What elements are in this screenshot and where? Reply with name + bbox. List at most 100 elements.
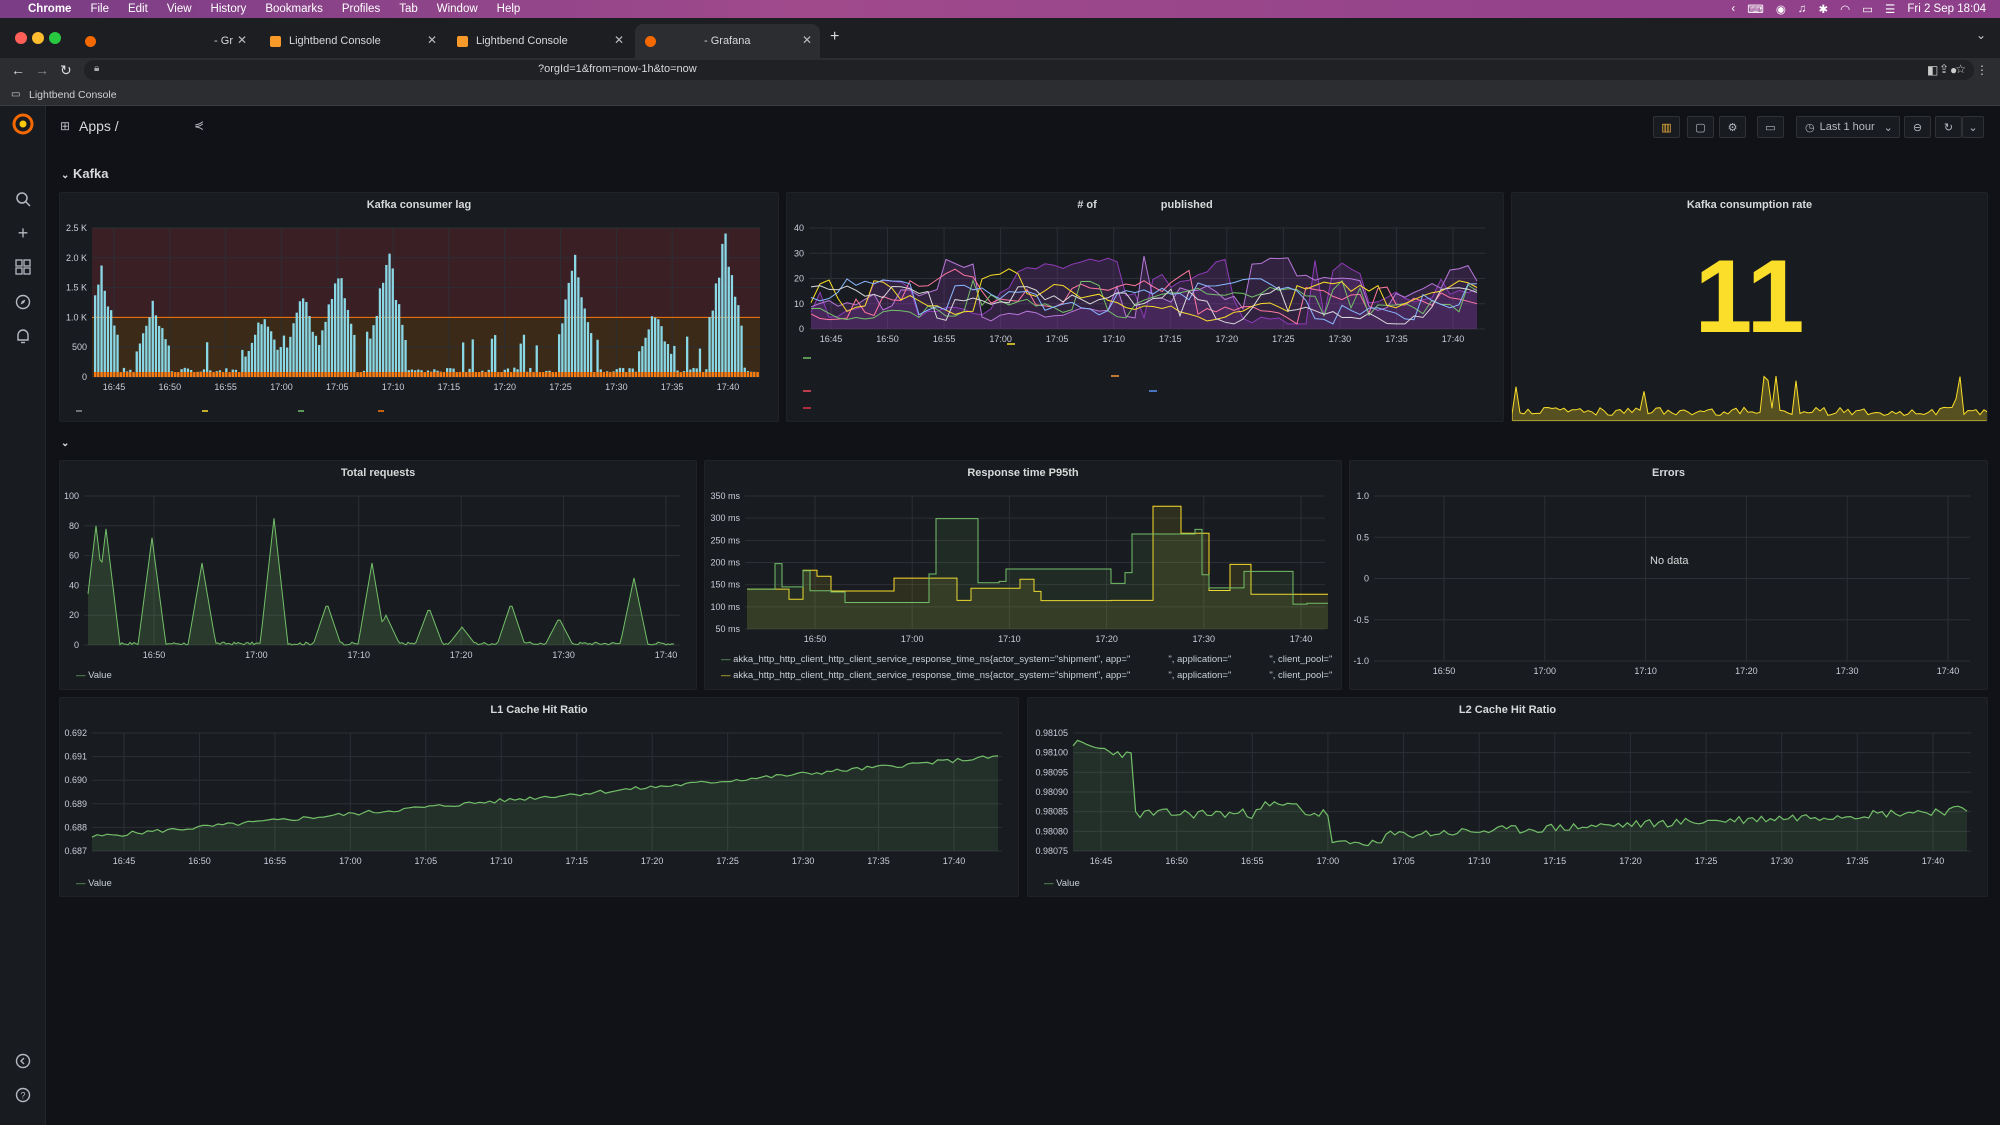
- menu-view[interactable]: View: [166, 3, 192, 15]
- lag-bar-orange: [737, 372, 740, 377]
- address-bar[interactable]: 🔒︎ ?orgId=1&from=now-1h&to=now ⇪ ☆: [84, 60, 1974, 80]
- panel-title[interactable]: Kafka consumption rate: [1686, 199, 1813, 211]
- tab-search-icon[interactable]: ⌄: [1975, 28, 1986, 42]
- plus-icon[interactable]: +: [17, 222, 29, 243]
- dashboard-breadcrumb[interactable]: Apps /: [79, 118, 119, 134]
- share-icon[interactable]: ⇪: [1938, 62, 1949, 76]
- menu-tab[interactable]: Tab: [399, 3, 418, 15]
- close-icon[interactable]: ✕: [426, 33, 437, 47]
- lag-bar-orange: [94, 372, 97, 377]
- browser-tab-2[interactable]: Lightbend Console ✕: [260, 24, 445, 58]
- legend-item[interactable]: — Value: [1044, 878, 1080, 889]
- kafka-lag-graph[interactable]: 2.5 K 2.0 K 1.5 K 1.0 K 500 0 16:45 16:50 16:55 1…: [60, 193, 780, 423]
- back-icon[interactable]: ←: [11, 62, 25, 78]
- grafana-logo-icon[interactable]: [12, 113, 34, 135]
- wifi-icon[interactable]: ◠: [1840, 4, 1851, 16]
- errors-graph[interactable]: 1.0 0.5 0 -0.5 -1.0 16:50 17:00 17:10 17:20 17:30…: [1350, 461, 1989, 691]
- window-zoom-button[interactable]: [49, 32, 61, 44]
- menu-history[interactable]: History: [210, 3, 247, 15]
- browser-tab-1[interactable]: - Gr ✕: [75, 24, 255, 58]
- headphones-icon[interactable]: ♫: [1797, 3, 1807, 15]
- response-time-graph[interactable]: 350 ms 300 ms 250 ms 200 ms 150 ms 100 ms 50 m…: [705, 461, 1343, 691]
- panel-messages-published[interactable]: # of published 40 30 20 10 0 16:45 16:50 16:55 17…: [786, 192, 1504, 422]
- more-menu-icon[interactable]: ⋮: [1976, 63, 1988, 77]
- share-dashboard-icon[interactable]: ⋞: [194, 118, 205, 132]
- menubar-clock[interactable]: Fri 2 Sep 18:04: [1907, 3, 1986, 15]
- bookmark-item[interactable]: Lightbend Console: [29, 89, 117, 101]
- close-icon[interactable]: ✕: [236, 33, 247, 47]
- panel-l1-cache-hit-ratio[interactable]: L1 Cache Hit Ratio 0.692 0.691 0.690 0.689 0…: [59, 697, 1019, 897]
- row-kafka[interactable]: ⌄ Kafka: [61, 166, 108, 181]
- close-icon[interactable]: ✕: [801, 33, 812, 47]
- panel-title[interactable]: # of published: [787, 199, 1503, 211]
- tv-mode-button[interactable]: ▭: [1757, 116, 1784, 138]
- bookmark-star-icon[interactable]: ☆: [1955, 62, 1966, 76]
- refresh-interval-button[interactable]: ⌄: [1962, 116, 1984, 138]
- new-tab-button[interactable]: +: [830, 28, 840, 45]
- control-center-icon[interactable]: ☰: [1885, 4, 1896, 16]
- legend-label-b: ", application=": [1168, 670, 1232, 681]
- panel-title[interactable]: Total requests: [340, 467, 416, 479]
- explore-compass-icon[interactable]: [12, 291, 34, 313]
- profile-icon[interactable]: ●: [1950, 63, 1958, 77]
- x-tick-label: 17:00: [1317, 856, 1340, 866]
- play-icon[interactable]: ◉: [1775, 4, 1786, 16]
- panel-title[interactable]: Errors: [1651, 467, 1686, 479]
- alerting-bell-icon[interactable]: [12, 325, 34, 347]
- settings-button[interactable]: ⚙: [1719, 116, 1746, 138]
- add-panel-button[interactable]: ▥: [1653, 116, 1680, 138]
- sign-in-icon[interactable]: [12, 1050, 34, 1072]
- panel-kafka-consumer-lag[interactable]: Kafka consumer lag 2.5 K 2.0 K 1.5 K 1.0 K 5…: [59, 192, 779, 422]
- panel-response-time-p95[interactable]: Response time P95th 350 ms 300 ms 250 ms 20…: [704, 460, 1342, 690]
- save-dashboard-button[interactable]: ▢: [1687, 116, 1714, 138]
- legend-item[interactable]: — Value: [76, 670, 112, 681]
- legend-item[interactable]: — akka_http_http_client_http_client_serv…: [721, 654, 1333, 665]
- window-close-button[interactable]: [15, 32, 27, 44]
- forward-icon[interactable]: →: [35, 62, 49, 78]
- menu-profiles[interactable]: Profiles: [341, 3, 381, 15]
- legend-item[interactable]: — akka_http_http_client_http_client_serv…: [721, 670, 1333, 681]
- dashboards-icon[interactable]: [12, 256, 34, 278]
- x-tick-label: 16:50: [143, 650, 166, 660]
- total-requests-graph[interactable]: 100 80 60 40 20 0 16:50 17:00 17:10 17:20 17:30 17:…: [60, 461, 698, 691]
- messages-published-graph[interactable]: 40 30 20 10 0 16:45 16:50 16:55 17:00 17:05 17:10 1…: [787, 193, 1505, 423]
- panel-title[interactable]: Kafka consumer lag: [366, 199, 472, 211]
- help-icon[interactable]: ?: [12, 1084, 34, 1106]
- panel-total-requests[interactable]: Total requests 100 80 60 40 20 0 16:50 17:00 17:…: [59, 460, 697, 690]
- menu-bookmarks[interactable]: Bookmarks: [265, 3, 323, 15]
- lock-icon[interactable]: 🔒︎: [94, 63, 100, 74]
- panel-title[interactable]: L2 Cache Hit Ratio: [1458, 704, 1557, 716]
- y-tick-label: 0: [799, 324, 804, 334]
- l2-cache-graph[interactable]: 0.98105 0.98100 0.98095 0.98090 0.98085 0.980…: [1028, 698, 1989, 898]
- battery-icon[interactable]: ▭: [1862, 4, 1874, 16]
- menu-file[interactable]: File: [90, 3, 109, 15]
- time-range-picker[interactable]: ◷ Last 1 hour ⌄: [1796, 116, 1900, 138]
- panel-title[interactable]: L1 Cache Hit Ratio: [490, 704, 588, 716]
- search-icon[interactable]: [12, 188, 34, 210]
- panel-l2-cache-hit-ratio[interactable]: L2 Cache Hit Ratio 0.98105 0.98100 0.98095…: [1027, 697, 1988, 897]
- close-icon[interactable]: ✕: [613, 33, 624, 47]
- panel-title[interactable]: Response time P95th: [967, 467, 1079, 479]
- l1-cache-graph[interactable]: 0.692 0.691 0.690 0.689 0.688 0.687 16:45 16:50…: [60, 698, 1020, 898]
- menu-window[interactable]: Window: [436, 3, 478, 15]
- row-untitled[interactable]: ⌄: [61, 434, 69, 449]
- reload-icon[interactable]: ↻: [60, 62, 72, 78]
- sidebar-toggle-icon[interactable]: ◧: [1927, 63, 1939, 77]
- chevron-left-icon[interactable]: ‹: [1731, 3, 1736, 15]
- menu-help[interactable]: Help: [496, 3, 521, 15]
- menu-app-name[interactable]: Chrome: [28, 3, 72, 15]
- panel-kafka-consumption-rate[interactable]: Kafka consumption rate 11: [1511, 192, 1988, 422]
- keyboard-icon[interactable]: ⌨: [1747, 4, 1764, 16]
- x-tick-label: 17:35: [867, 856, 890, 866]
- bluetooth-icon[interactable]: ✱: [1818, 4, 1829, 16]
- refresh-button[interactable]: ↻: [1935, 116, 1962, 138]
- menu-edit[interactable]: Edit: [127, 3, 148, 15]
- panel-errors[interactable]: Errors 1.0 0.5 0 -0.5 -1.0 16:50 17:00 17:10 17:…: [1349, 460, 1988, 690]
- url-text[interactable]: ?orgId=1&from=now-1h&to=now: [538, 63, 697, 75]
- zoom-out-button[interactable]: ⊖: [1904, 116, 1931, 138]
- window-minimize-button[interactable]: [32, 32, 44, 44]
- browser-tab-3[interactable]: Lightbend Console ✕: [447, 24, 632, 58]
- legend-item[interactable]: — Value: [76, 878, 112, 889]
- browser-tab-4-active[interactable]: - Grafana ✕: [635, 24, 820, 58]
- x-tick-label: 17:40: [1290, 634, 1313, 644]
